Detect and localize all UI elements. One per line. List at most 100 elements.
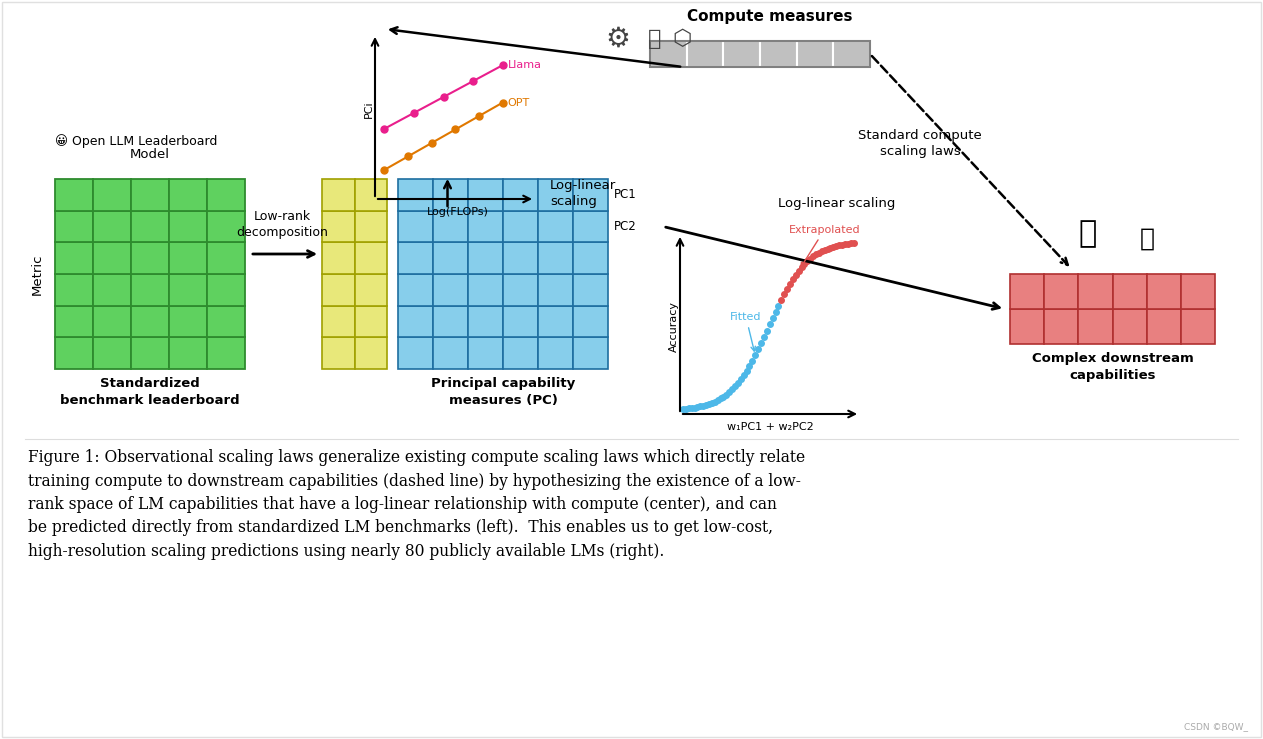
Bar [538, 211, 573, 242]
Text: Log-linear
scaling: Log-linear scaling [549, 180, 616, 208]
Text: PCi: PCi [364, 101, 374, 118]
Bar [503, 179, 538, 211]
Bar [207, 306, 245, 337]
Bar [398, 242, 433, 274]
Bar [503, 306, 538, 337]
Bar [650, 41, 870, 67]
Text: Llama: Llama [508, 60, 542, 70]
Bar [56, 211, 93, 242]
Bar [1010, 309, 1045, 344]
Bar [131, 211, 169, 242]
Bar [797, 41, 834, 67]
Text: Low-rank
decomposition: Low-rank decomposition [236, 210, 328, 239]
Text: Model: Model [130, 148, 171, 161]
Bar [355, 179, 386, 211]
Bar [322, 179, 355, 211]
Bar [131, 242, 169, 274]
Bar [56, 242, 93, 274]
Bar [573, 179, 608, 211]
Bar [207, 179, 245, 211]
Bar [666, 229, 865, 424]
Bar [93, 306, 131, 337]
Text: Principal capability
measures (PC): Principal capability measures (PC) [431, 377, 575, 407]
Bar [355, 29, 541, 209]
Bar [131, 179, 169, 211]
Bar [1079, 274, 1113, 309]
Text: PC2: PC2 [614, 220, 637, 233]
Bar [433, 306, 469, 337]
Bar [469, 211, 503, 242]
Bar [207, 337, 245, 369]
Bar [469, 306, 503, 337]
Bar [538, 179, 573, 211]
Bar [93, 274, 131, 306]
Bar [1010, 274, 1045, 309]
Bar [433, 337, 469, 369]
Bar [322, 211, 355, 242]
Bar [1045, 274, 1079, 309]
Bar [355, 242, 386, 274]
Bar [169, 211, 207, 242]
Bar [131, 274, 169, 306]
Bar [433, 179, 469, 211]
Text: Compute measures: Compute measures [687, 9, 853, 24]
Text: Extrapolated: Extrapolated [788, 225, 860, 267]
Bar [469, 274, 503, 306]
Bar [1147, 274, 1181, 309]
Bar [169, 337, 207, 369]
Bar [469, 179, 503, 211]
Bar [573, 274, 608, 306]
Bar [398, 274, 433, 306]
Bar [169, 306, 207, 337]
Text: PC1: PC1 [614, 188, 637, 201]
Bar [1079, 309, 1113, 344]
Bar [573, 306, 608, 337]
Text: Accuracy: Accuracy [669, 301, 679, 352]
Bar [398, 306, 433, 337]
Text: Log-linear scaling: Log-linear scaling [778, 197, 895, 211]
Text: CSDN ©BQW_: CSDN ©BQW_ [1183, 722, 1248, 731]
Bar [538, 306, 573, 337]
Text: ⚙: ⚙ [605, 25, 630, 53]
Bar [469, 242, 503, 274]
Text: Complex downstream
capabilities: Complex downstream capabilities [1032, 352, 1194, 382]
Bar [207, 274, 245, 306]
Bar [207, 242, 245, 274]
Text: Fitted: Fitted [730, 313, 762, 351]
Bar [93, 211, 131, 242]
Bar [93, 242, 131, 274]
Bar [573, 211, 608, 242]
Bar [538, 274, 573, 306]
Bar [538, 337, 573, 369]
Bar [398, 211, 433, 242]
Bar [322, 306, 355, 337]
Bar [169, 179, 207, 211]
Bar [169, 274, 207, 306]
Text: OPT: OPT [508, 98, 530, 107]
Bar [1147, 309, 1181, 344]
Text: w₁PC1 + w₂PC2: w₁PC1 + w₂PC2 [726, 422, 813, 432]
Bar [1045, 309, 1079, 344]
Bar [573, 337, 608, 369]
Bar [433, 274, 469, 306]
Bar [355, 274, 386, 306]
Bar [56, 274, 93, 306]
Bar [1181, 274, 1215, 309]
Bar [322, 242, 355, 274]
Bar [322, 274, 355, 306]
Bar [503, 274, 538, 306]
Bar [398, 337, 433, 369]
Text: 🗄: 🗄 [648, 29, 662, 49]
Bar [207, 211, 245, 242]
Text: 😀 Open LLM Leaderboard: 😀 Open LLM Leaderboard [56, 134, 217, 148]
Bar [760, 41, 797, 67]
Bar [322, 337, 355, 369]
Bar [650, 41, 687, 67]
Bar [433, 211, 469, 242]
Bar [573, 242, 608, 274]
Bar [538, 242, 573, 274]
Bar [93, 179, 131, 211]
Text: Metric: Metric [30, 253, 43, 295]
Bar [56, 179, 93, 211]
Bar [355, 337, 386, 369]
